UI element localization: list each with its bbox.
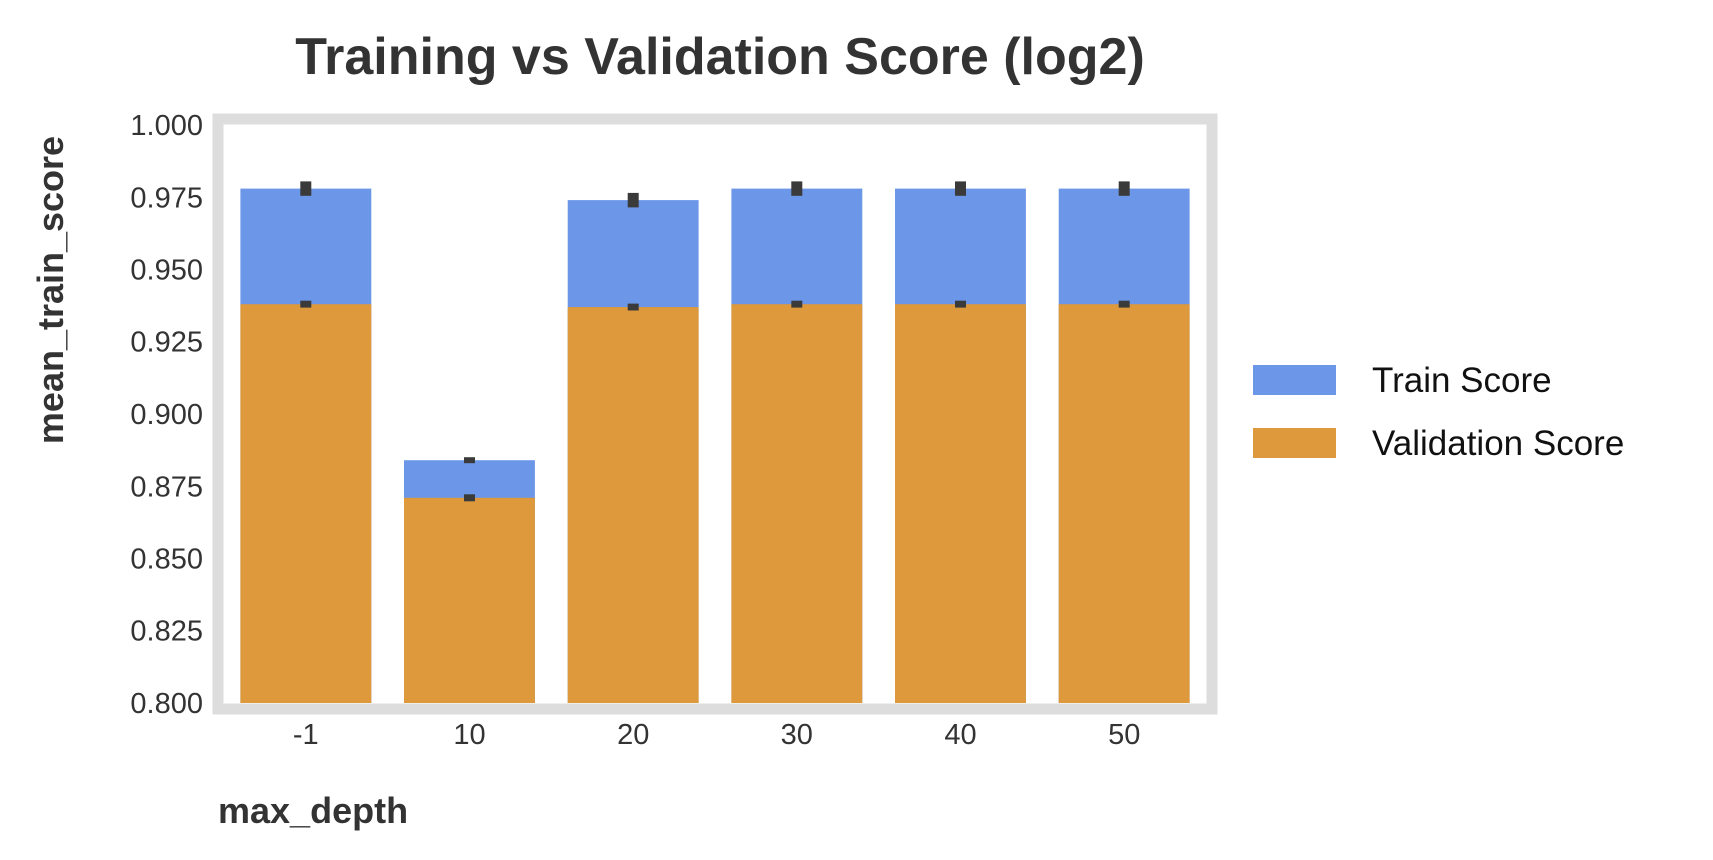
y-axis-label: mean_train_score xyxy=(30,136,71,444)
x-tick-label: 20 xyxy=(617,719,649,751)
x-tick-label: -1 xyxy=(293,719,319,751)
legend-label-train-score: Train Score xyxy=(1372,361,1552,400)
errorbars-layer xyxy=(300,181,1130,502)
bar-validation-score-40 xyxy=(895,304,1026,703)
x-tick-label: 30 xyxy=(781,719,813,751)
x-axis-label: max_depth xyxy=(218,790,408,831)
x-tick-label: 40 xyxy=(944,719,976,751)
bar-validation-score-20 xyxy=(567,307,699,703)
legend-swatch-validation-score xyxy=(1253,428,1336,458)
bars-layer xyxy=(240,188,1190,704)
x-tick-label: 50 xyxy=(1108,719,1140,751)
chart-title: Training vs Validation Score (log2) xyxy=(295,28,1145,86)
y-tick-label: 0.900 xyxy=(130,399,203,431)
y-tick-label: 0.925 xyxy=(130,327,203,359)
y-axis-ticks: 0.800 0.825 0.850 0.875 0.900 0.925 0.950 0.975… xyxy=(130,110,203,720)
legend-swatch-train-score xyxy=(1253,365,1336,395)
y-tick-label: 0.825 xyxy=(130,616,203,648)
y-tick-label: 0.800 xyxy=(130,688,203,720)
y-tick-label: 0.975 xyxy=(130,182,203,214)
bar-validation-score--1 xyxy=(240,304,372,703)
y-tick-label: 1.000 xyxy=(130,110,203,142)
x-tick-label: 10 xyxy=(453,719,485,751)
y-tick-label: 0.850 xyxy=(130,544,203,576)
legend-label-validation-score: Validation Score xyxy=(1372,424,1624,463)
bar-validation-score-30 xyxy=(731,304,863,703)
bar-validation-score-10 xyxy=(404,497,535,703)
legend: Train Score Validation Score xyxy=(1253,361,1624,463)
y-tick-label: 0.875 xyxy=(130,471,203,503)
bar-validation-score-50 xyxy=(1058,304,1190,703)
plot-frame xyxy=(212,113,1218,715)
x-axis-ticks: -1 10 20 30 40 50 xyxy=(293,719,1140,751)
y-tick-label: 0.950 xyxy=(130,255,203,287)
